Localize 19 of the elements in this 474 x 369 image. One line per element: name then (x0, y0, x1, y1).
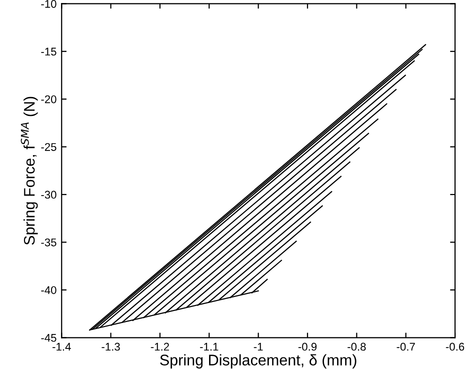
x-tick-label: -1.2 (150, 342, 169, 351)
y-tick-label: -10 (41, 0, 56, 8)
y-tick-label: -20 (41, 95, 56, 104)
x-tick-label: -0.9 (298, 342, 317, 351)
x-tick-label: -1.4 (52, 342, 71, 351)
y-tick-label: -30 (41, 190, 56, 199)
x-tick-label: -0.6 (446, 342, 464, 351)
y-tick-label: -25 (41, 143, 56, 151)
x-tick-label: -1.1 (200, 342, 218, 351)
y-axis-title: Spring Force, f$^{SMA}$ (N) (20, 96, 38, 245)
x-axis-title: Spring Displacement, δ (mm) (160, 354, 356, 368)
x-tick-label: -1 (254, 342, 263, 351)
y-tick-label: -35 (41, 238, 56, 246)
y-tick-label: -45 (41, 334, 56, 342)
y-tick-label: -40 (41, 286, 56, 294)
x-tick-label: -0.7 (396, 342, 415, 351)
x-tick-label: -1.3 (102, 342, 120, 351)
y-tick-label: -15 (41, 48, 56, 56)
x-tick-label: -0.8 (348, 342, 366, 351)
